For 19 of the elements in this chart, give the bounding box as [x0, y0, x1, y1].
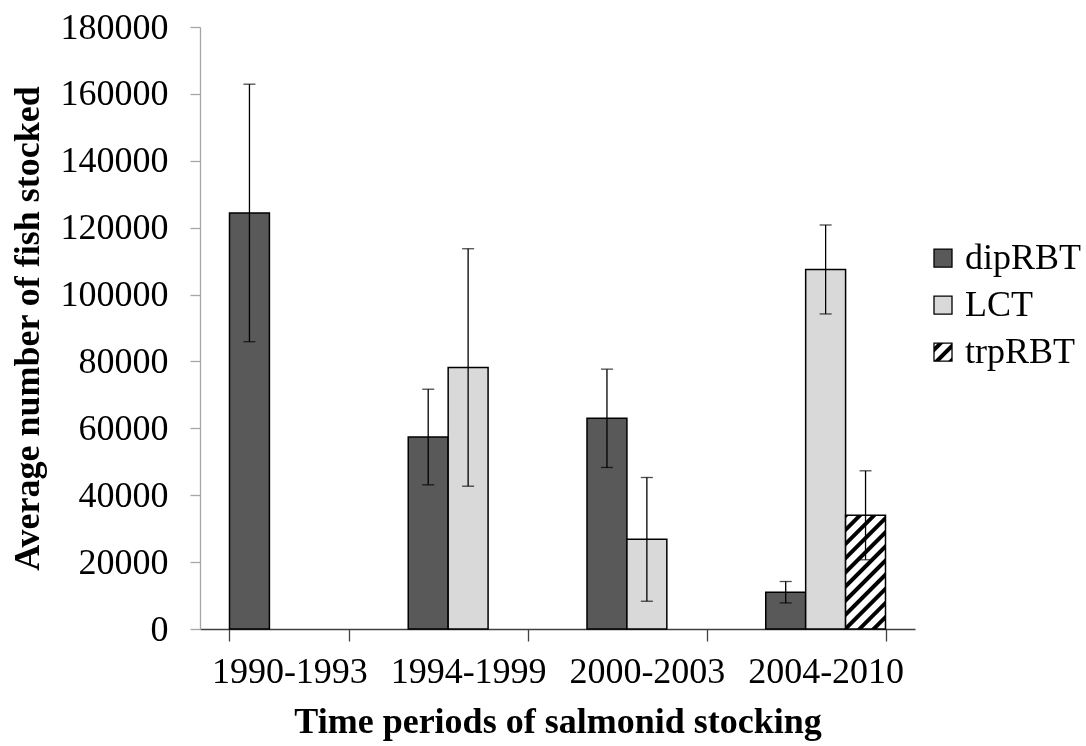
legend-label: LCT — [965, 284, 1033, 325]
legend-label: dipRBT — [965, 237, 1082, 278]
y-tick-label: 100000 — [60, 274, 169, 315]
y-axis-title: Average number of fish stocked — [6, 86, 47, 571]
x-tick-label: 1990-1993 — [211, 650, 368, 691]
legend-label: trpRBT — [965, 331, 1076, 372]
y-tick-label: 180000 — [60, 6, 169, 47]
y-tick-label: 120000 — [60, 207, 169, 248]
x-tick-label: 1994-1999 — [390, 650, 547, 691]
x-tick-label: 2000-2003 — [569, 650, 726, 691]
y-tick-label: 0 — [150, 608, 169, 649]
x-axis-title: Time periods of salmonid stocking — [294, 700, 822, 741]
y-tick-label: 60000 — [78, 407, 169, 448]
y-tick-label: 160000 — [60, 73, 169, 114]
y-tick-label: 80000 — [78, 340, 169, 381]
y-tick-label: 40000 — [78, 474, 169, 515]
x-tick-label: 2004-2010 — [748, 650, 905, 691]
y-tick-label: 20000 — [78, 541, 169, 582]
y-tick-label: 140000 — [60, 140, 169, 181]
